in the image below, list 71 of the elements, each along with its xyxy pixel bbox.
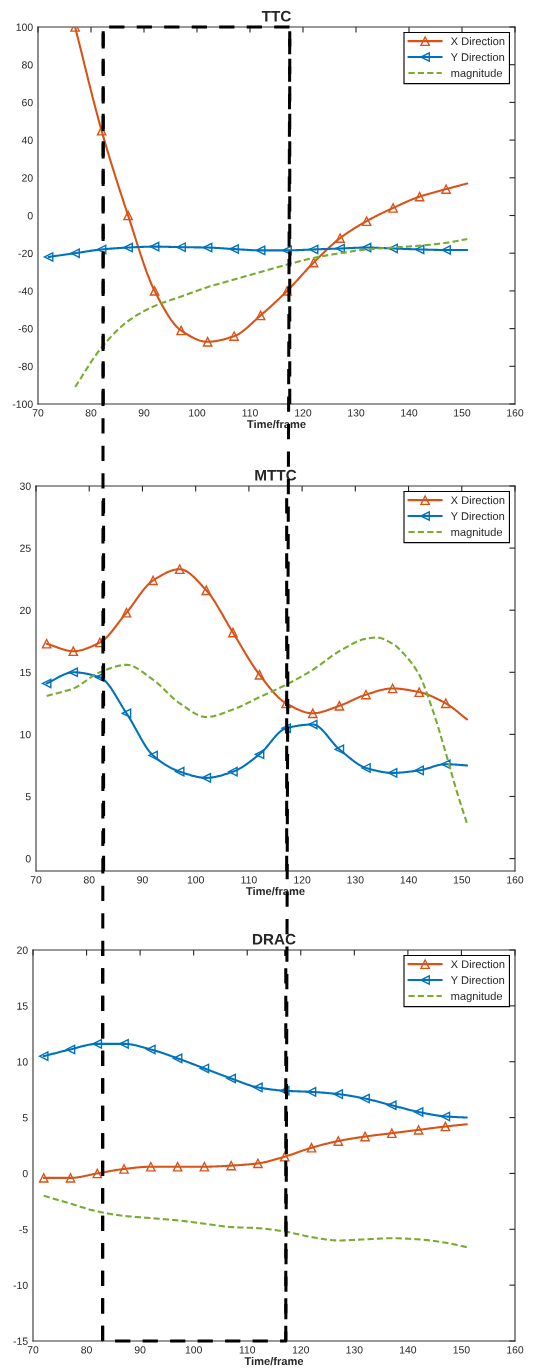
y-tick-label: 20 <box>17 946 28 954</box>
y-tick-label: 10 <box>20 730 31 739</box>
y-tick-label: -100 <box>12 400 33 408</box>
x-tick-label: 130 <box>346 1346 363 1354</box>
x-tick-label: 120 <box>294 876 311 884</box>
legend-label: Y Direction <box>450 52 505 62</box>
x-tick-label: 150 <box>454 409 471 417</box>
x-tick-label: 70 <box>27 1346 39 1354</box>
y-tick-label: 20 <box>22 174 33 182</box>
y-tick-label: 15 <box>17 1002 28 1010</box>
x-tick-label: 100 <box>189 409 206 417</box>
legend-label: X Direction <box>450 37 505 46</box>
legend-label: X Direction <box>450 496 505 505</box>
y-tick-label: -10 <box>13 1281 28 1290</box>
legend-label: magnitude <box>451 527 503 539</box>
x-tick-label: 120 <box>292 1346 310 1354</box>
y-tick-label: 0 <box>27 212 33 220</box>
y-tick-label: -80 <box>18 362 33 371</box>
y-tick-label: 0 <box>25 855 31 863</box>
y-tick-label: -5 <box>19 1225 28 1234</box>
x-tick-label: 80 <box>81 1346 92 1354</box>
x-tick-label: 130 <box>347 876 364 884</box>
y-tick-label: -40 <box>18 287 33 295</box>
x-tick-label: 100 <box>187 876 204 884</box>
y-tick-label: -60 <box>18 325 33 333</box>
x-tick-label: 150 <box>453 876 471 884</box>
x-tick-label: 90 <box>137 876 148 884</box>
y-tick-label: 80 <box>22 61 33 69</box>
legend-label: Y Direction <box>450 975 505 985</box>
y-tick-label: 60 <box>22 98 33 107</box>
chart-title: MTTC <box>255 469 297 481</box>
x-tick-label: 70 <box>32 409 44 417</box>
legend-label: magnitude <box>451 68 503 80</box>
y-tick-label: 40 <box>21 136 33 144</box>
x-tick-label: 70 <box>30 876 42 884</box>
y-tick-label: 25 <box>20 544 31 552</box>
x-tick-label: 160 <box>507 876 524 884</box>
y-tick-label: -15 <box>13 1337 28 1345</box>
legend-label: magnitude <box>451 991 503 1003</box>
y-tick-label: 30 <box>19 482 31 490</box>
legend-label: Y Direction <box>450 511 505 521</box>
y-tick-label: 20 <box>20 606 31 615</box>
x-tick-label: 140 <box>401 409 418 417</box>
y-tick-label: -20 <box>18 249 33 258</box>
x-tick-label: 130 <box>348 409 365 417</box>
x-axis-title: Time/frame <box>246 886 305 896</box>
y-tick-label: 100 <box>16 23 33 31</box>
x-axis-title: Time/frame <box>247 419 306 429</box>
y-tick-label: 15 <box>20 668 31 677</box>
x-tick-label: 160 <box>507 1346 524 1354</box>
x-tick-label: 110 <box>241 876 257 884</box>
y-tick-label: 10 <box>17 1058 28 1066</box>
y-tick-label: 5 <box>22 1114 28 1122</box>
x-tick-label: 140 <box>399 1346 417 1354</box>
x-tick-label: 110 <box>242 409 258 417</box>
x-tick-label: 90 <box>138 409 150 417</box>
x-tick-label: 150 <box>453 1346 470 1354</box>
y-tick-label: 0 <box>22 1169 28 1178</box>
x-tick-label: 140 <box>400 876 417 884</box>
x-tick-label: 80 <box>85 409 97 417</box>
x-tick-label: 100 <box>185 1346 202 1354</box>
chart-title: DRAC <box>252 933 296 945</box>
x-axis-title: Time/frame <box>244 1356 304 1366</box>
x-tick-label: 80 <box>83 876 95 884</box>
x-tick-label: 160 <box>507 409 524 417</box>
x-tick-label: 110 <box>239 1346 256 1354</box>
chart-title: TTC <box>261 10 291 22</box>
x-tick-label: 90 <box>134 1346 146 1354</box>
y-tick-label: 5 <box>25 793 31 801</box>
legend-label: X Direction <box>450 960 505 969</box>
x-tick-label: 120 <box>295 409 312 417</box>
